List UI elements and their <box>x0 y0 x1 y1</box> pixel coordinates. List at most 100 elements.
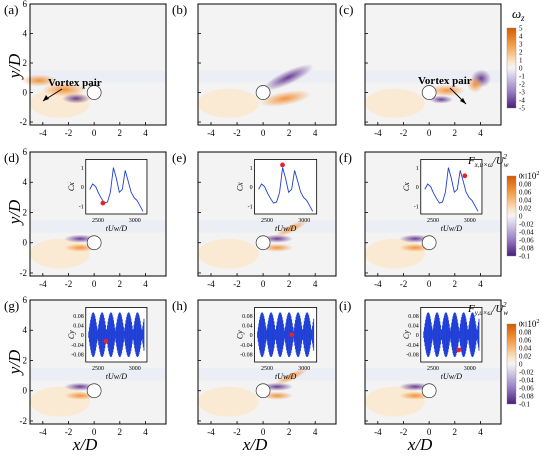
x-tick-label: 4 <box>143 128 148 138</box>
x-tick-label: -2 <box>400 279 408 289</box>
x-tick-label: 4 <box>313 128 318 138</box>
inset-ytick: 0.04 <box>73 324 84 330</box>
vorticity-blob <box>429 95 454 104</box>
colorbar-tick: -0.02 <box>519 369 534 377</box>
x-tick-label: -4 <box>374 128 382 138</box>
inset-frame <box>420 159 483 215</box>
x-tick-label: 2 <box>453 128 458 138</box>
x-tick-label: -2 <box>233 427 241 437</box>
inset-xlabel: tUw/D <box>441 372 463 381</box>
colorbar-tick: -0.08 <box>519 245 534 253</box>
x-tick-label: -4 <box>39 427 47 437</box>
colorbar-tick: 0.02 <box>519 205 532 213</box>
colorbar-tick: 0.08 <box>519 329 532 337</box>
x-tick-label: -4 <box>39 279 47 289</box>
panel-c: (c) -4 -2 0 2 4 <box>339 2 502 138</box>
colorbar-tick: 0.08 <box>519 181 532 189</box>
vorticity-blob <box>42 82 87 97</box>
y-tick-label: 0 <box>23 386 28 396</box>
time-marker <box>103 338 109 344</box>
colorbar-gradient <box>506 323 517 405</box>
inset-ylabel: Cy <box>67 330 76 339</box>
colorbar-tick: -5 <box>519 105 525 113</box>
inset-xtick: 3000 <box>129 366 141 372</box>
x-tick-label: 4 <box>478 427 483 437</box>
field-shade <box>365 386 425 417</box>
field-shade <box>198 88 259 118</box>
svg-text:Vortex pair: Vortex pair <box>418 75 472 87</box>
force-blob <box>274 220 308 238</box>
inset-ytick: -0.04 <box>240 343 253 349</box>
inset-ytick: 0.08 <box>73 314 84 320</box>
cylinder-icon <box>255 383 271 399</box>
inset-ytick: -1 <box>414 204 419 210</box>
y-tick-label: 0 <box>23 238 28 248</box>
inset-ytick: 0 <box>250 185 253 191</box>
inset-ytick: 0.08 <box>242 314 253 320</box>
field-band <box>365 368 501 381</box>
panel-frame <box>197 3 337 126</box>
cylinder-icon <box>86 235 102 251</box>
colorbar-tick: 5 <box>519 25 523 33</box>
inset-ytick: 0 <box>81 185 84 191</box>
inset-ytick: 0.04 <box>408 324 419 330</box>
field-band <box>365 70 501 83</box>
inset-xlabel: tUw/D <box>106 224 128 233</box>
x-tick-label: -2 <box>233 279 241 289</box>
inset-xtick: 3000 <box>298 218 310 224</box>
colorbar-tick: -4 <box>519 97 525 105</box>
y-axis-title: y/D <box>5 53 24 80</box>
y-tick-label: 4 <box>23 29 28 39</box>
inset-xtick: 3000 <box>464 218 476 224</box>
colorbar-tick: 3 <box>519 41 523 49</box>
inset-frame <box>254 159 318 215</box>
x-tick-label: 2 <box>453 427 458 437</box>
colorbar-tick: -0.06 <box>519 237 534 245</box>
panel-b: (b) -4 -2 0 2 4 <box>172 2 337 138</box>
colorbar-title: Fx,u×ω/Uw2 <box>467 153 509 169</box>
colorbar-tick: 0.04 <box>519 197 532 205</box>
cylinder-icon <box>86 383 102 399</box>
inset-xlabel: tUw/D <box>106 372 128 381</box>
vortex-pair-annotation-c: Vortex pair <box>418 75 472 105</box>
inset-xtick: 2500 <box>261 366 273 372</box>
panel-label: (f) <box>339 150 352 165</box>
panel-a: (a) -4 -2 0 2 4 -2 0 2 4 6 <box>4 0 167 138</box>
colorbar-tick: 0 <box>519 361 523 369</box>
x-tick-label: 2 <box>118 128 123 138</box>
x-tick-label: 0 <box>92 128 97 138</box>
y-axis-title: y/D <box>5 349 24 376</box>
y-tick-label: 4 <box>23 177 28 187</box>
colorbar-multiplier: × 102 <box>520 171 539 181</box>
panel-frame <box>364 151 502 277</box>
panel-g: (g) -4 -2 0 2 4 -2 0 2 4 6 Cy 0.08 0.04 0 -0.04 -0.08 250… <box>4 295 167 437</box>
panel-label: (d) <box>4 150 19 165</box>
x-tick-label: -2 <box>65 279 73 289</box>
time-marker <box>462 173 468 179</box>
x-tick-label: 4 <box>143 427 148 437</box>
colorbar-multiplier: × 102 <box>520 319 539 329</box>
x-axis-title: x/D <box>407 435 433 454</box>
x-tick-label: -4 <box>207 128 215 138</box>
inset-xtick: 2500 <box>427 218 439 224</box>
y-tick-label: 2 <box>23 207 28 217</box>
inset-xtick: 2500 <box>427 366 439 372</box>
colorbar-tick: 2 <box>519 49 523 57</box>
inset-ytick: 1 <box>416 166 419 172</box>
inset-ytick: -0.08 <box>406 352 419 358</box>
colorbar-2: 0.10.080.060.040.020-0.02-0.04-0.06-0.08… <box>467 153 539 261</box>
inset-xtick: 2500 <box>261 218 273 224</box>
cylinder-icon <box>86 85 102 100</box>
colorbar-tick: -0.04 <box>519 377 534 385</box>
inset-xlabel: tUw/D <box>441 224 463 233</box>
panel-frame <box>364 3 502 126</box>
colorbar-tick: 0.06 <box>519 337 532 345</box>
field-shade <box>29 238 90 269</box>
colorbar-title: Fy,u×ω/Uw2 <box>467 301 508 317</box>
field-band <box>30 368 166 381</box>
